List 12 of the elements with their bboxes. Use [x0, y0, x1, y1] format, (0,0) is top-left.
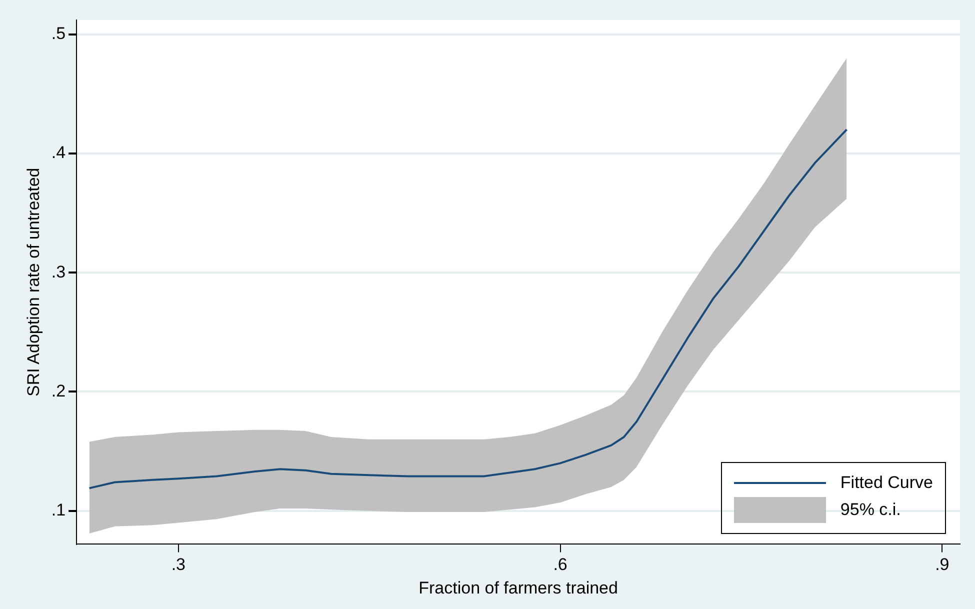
- x-axis-title: Fraction of farmers trained: [418, 578, 618, 598]
- y-tick-label: .1: [51, 500, 66, 520]
- y-tick-label: .4: [51, 143, 66, 162]
- text: Fitted Curve: [840, 473, 933, 494]
- x-tick-label: .9: [935, 555, 950, 574]
- annotation: 95% c.i.: [840, 500, 901, 520]
- y-tick-label: .2: [51, 381, 66, 400]
- y-axis-title: SRI Adoption rate of untreated: [24, 168, 43, 396]
- y-tick-label: .5: [51, 24, 66, 43]
- x-tick-label: .6: [553, 555, 568, 574]
- x-tick-label: .3: [171, 555, 186, 574]
- y-tick-label: .3: [51, 262, 66, 282]
